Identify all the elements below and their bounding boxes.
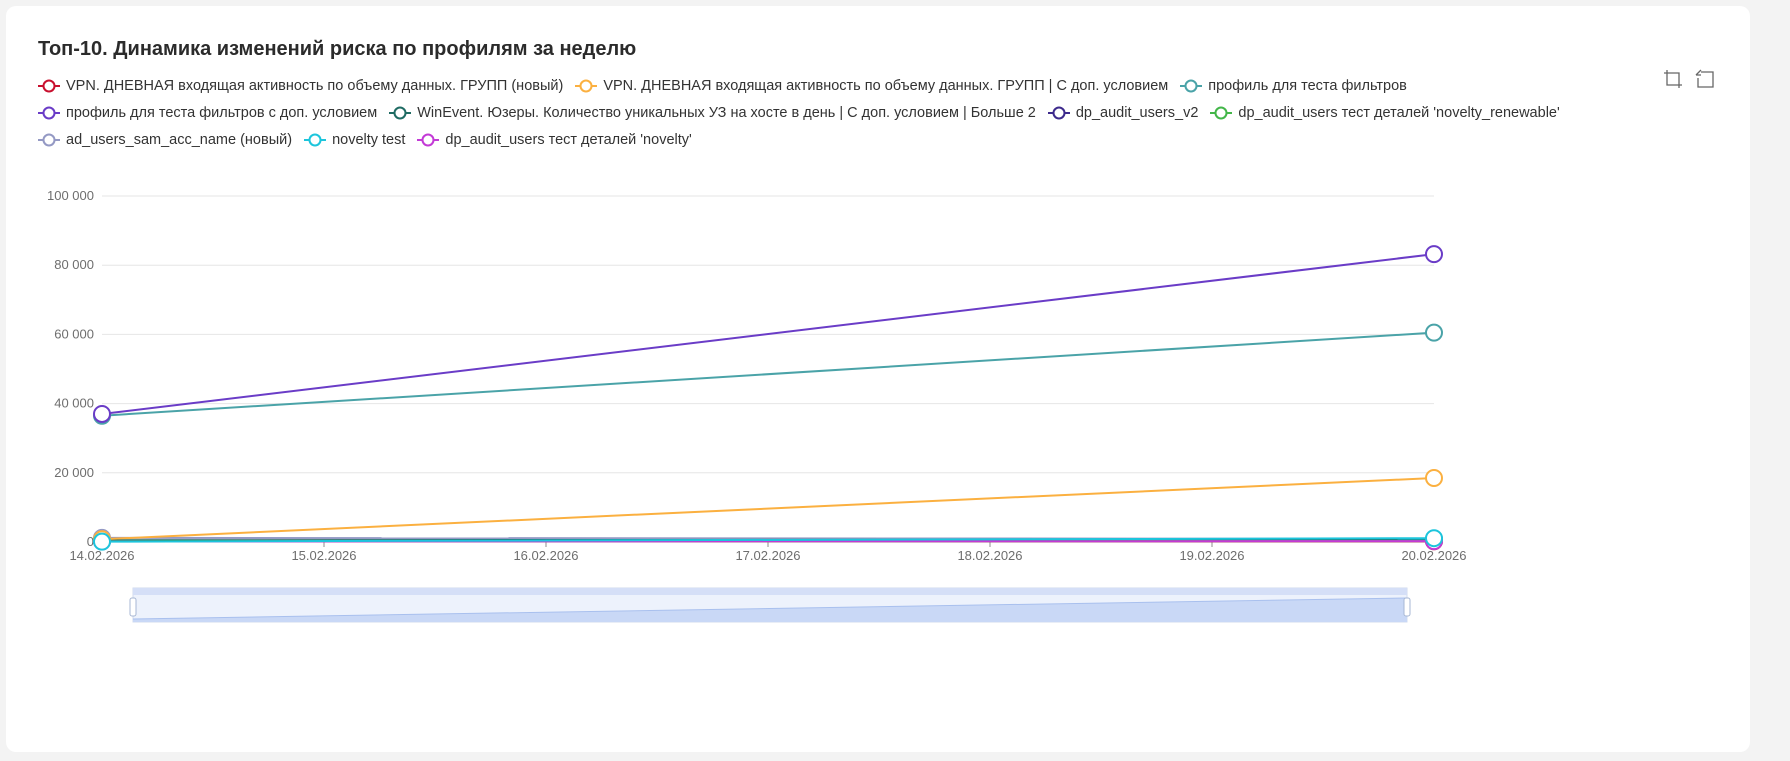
zoom-handle-left[interactable]: [129, 597, 137, 617]
zoom-slider-top-bar[interactable]: [133, 588, 1407, 595]
legend-label: ad_users_sam_acc_name (новый): [66, 131, 293, 148]
x-tick-label: 14.02.2026: [69, 548, 134, 563]
legend-marker-icon: [1210, 106, 1233, 119]
restore-icon[interactable]: [1694, 68, 1716, 90]
legend-label: профиль для теста фильтров с доп. услови…: [66, 104, 378, 121]
legend-item[interactable]: профиль для теста фильтров: [1180, 78, 1407, 94]
legend-marker-icon: [575, 79, 598, 92]
data-point[interactable]: [1425, 468, 1443, 487]
legend-marker-icon: [1047, 106, 1070, 119]
y-tick-label: 100 000: [47, 188, 94, 203]
x-tick-label: 16.02.2026: [513, 548, 578, 563]
x-tick-label: 19.02.2026: [1179, 548, 1244, 563]
y-tick-label: 60 000: [54, 326, 94, 341]
legend-item[interactable]: dp_audit_users тест деталей 'novelty_ren…: [1210, 104, 1560, 121]
legend-row: VPN. ДНЕВНАЯ входящая активность по объе…: [38, 72, 1698, 99]
chart-card: 0 20 000 40 000 60 000 80 000 100 000 14.02.20…: [6, 6, 1750, 752]
legend-label: dp_audit_users тест деталей 'novelty': [445, 131, 692, 148]
legend-item[interactable]: ad_users_sam_acc_name (новый): [38, 132, 292, 148]
data-point[interactable]: [1425, 245, 1443, 264]
legend-item[interactable]: WinEvent. Юзеры. Количество уникальных У…: [389, 105, 1036, 121]
zoom-slider-preview-area: [133, 598, 1407, 622]
line-chart: 0 20 000 40 000 60 000 80 000 100 000 14.02.20…: [47, 188, 1467, 623]
legend-marker-icon: [38, 79, 60, 92]
legend-marker-icon: [304, 133, 327, 146]
chart-title: Топ-10. Динамика изменений риска по проф…: [38, 38, 637, 60]
legend-item[interactable]: профиль для теста фильтров с доп. услови…: [38, 105, 377, 121]
series-line: [101, 476, 1435, 541]
legend-label: VPN. ДНЕВНАЯ входящая активность по объе…: [66, 77, 564, 94]
legend-row: профиль для теста фильтров с доп. услови…: [38, 99, 1698, 126]
chart-legend: VPN. ДНЕВНАЯ входящая активность по объе…: [38, 72, 1698, 153]
data-point[interactable]: [1425, 323, 1443, 342]
legend-item[interactable]: dp_audit_users тест деталей 'novelty': [417, 131, 692, 148]
legend-row: ad_users_sam_acc_name (новый) novelty tes…: [38, 126, 1698, 153]
data-point[interactable]: [93, 404, 111, 423]
legend-label: профиль для теста фильтров: [1208, 77, 1407, 94]
data-point[interactable]: [93, 532, 111, 551]
data-point[interactable]: [1425, 529, 1443, 548]
series-line: [101, 537, 1435, 543]
legend-marker-icon: [417, 133, 440, 146]
x-tick-label: 18.02.2026: [957, 548, 1022, 563]
legend-label: novelty test: [332, 131, 406, 148]
x-tick-label: 17.02.2026: [735, 548, 800, 563]
legend-item[interactable]: novelty test: [304, 132, 405, 148]
x-tick-label: 15.02.2026: [291, 548, 356, 563]
y-tick-label: 40 000: [54, 396, 94, 411]
legend-marker-icon: [389, 106, 412, 119]
y-tick-label: 80 000: [54, 257, 94, 272]
legend-label: WinEvent. Юзеры. Количество уникальных У…: [417, 104, 1036, 121]
zoom-area-icon[interactable]: [1662, 68, 1684, 90]
legend-label: VPN. ДНЕВНАЯ входящая активность по объе…: [603, 77, 1169, 94]
legend-marker-icon: [38, 106, 60, 119]
legend-marker-icon: [1180, 79, 1203, 92]
legend-label: dp_audit_users_v2: [1075, 104, 1199, 121]
legend-marker-icon: [38, 133, 60, 146]
series-line: [101, 331, 1435, 417]
legend-label: dp_audit_users тест деталей 'novelty_ren…: [1238, 104, 1560, 121]
series-line: [101, 253, 1435, 415]
zoom-handle-right[interactable]: [1403, 597, 1411, 617]
legend-item[interactable]: VPN. ДНЕВНАЯ входящая активность по объе…: [575, 78, 1168, 94]
zoom-slider-preview-line: [132, 597, 1408, 620]
legend-item[interactable]: VPN. ДНЕВНАЯ входящая активность по объе…: [38, 78, 563, 94]
x-tick-label: 20.02.2026: [1401, 548, 1466, 563]
chart-toolbox: [1662, 68, 1716, 90]
y-tick-label: 0: [87, 534, 94, 549]
legend-item[interactable]: dp_audit_users_v2: [1047, 104, 1199, 121]
y-tick-label: 20 000: [54, 465, 94, 480]
